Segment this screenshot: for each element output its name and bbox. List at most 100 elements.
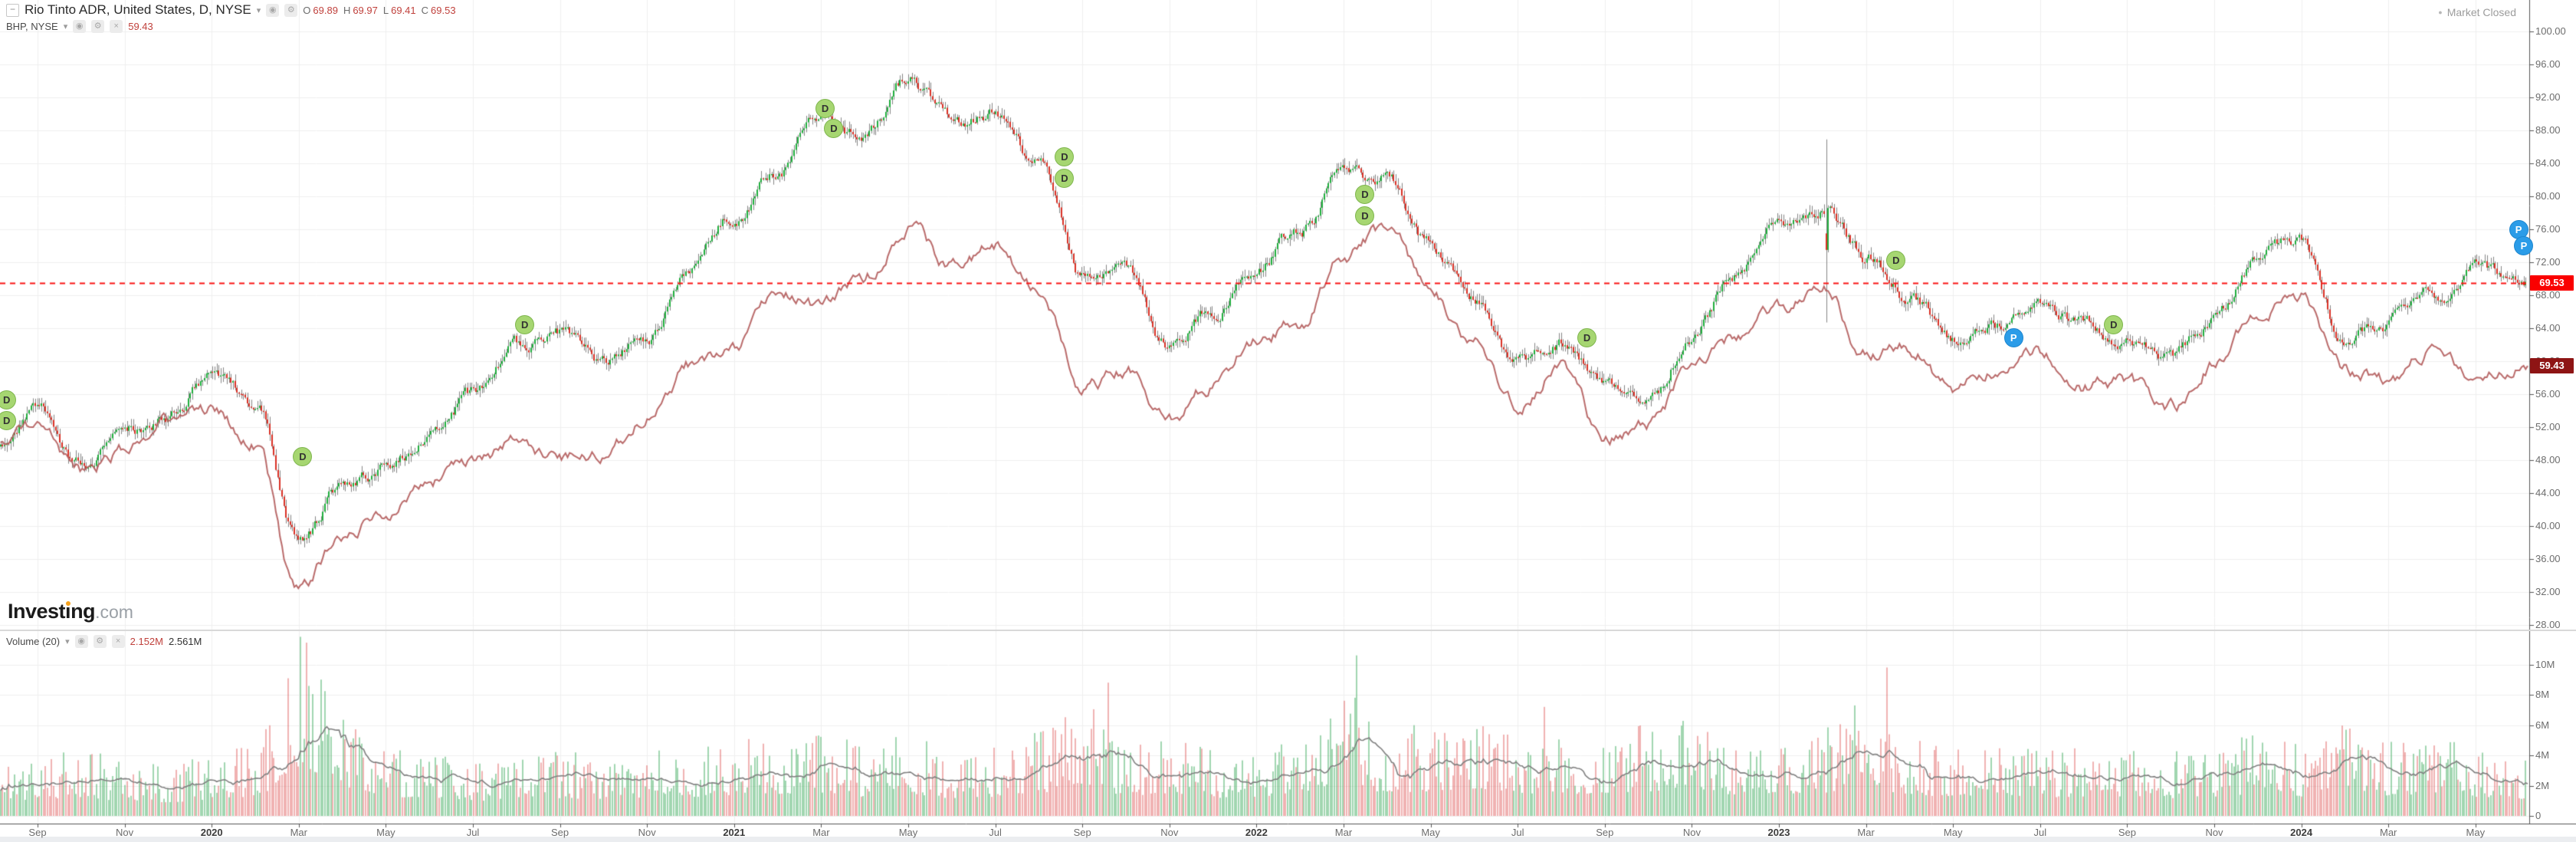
compare-symbol-title[interactable]: BHP, NYSE xyxy=(6,21,58,32)
time-axis-tick: Nov xyxy=(2205,827,2223,838)
price-axis-tick: 80.00 xyxy=(2535,190,2561,202)
chevron-down-icon[interactable]: ▾ xyxy=(65,637,70,646)
low-value: 69.41 xyxy=(391,4,416,16)
time-axis-tick: Sep xyxy=(551,827,569,838)
time-axis-tick: Mar xyxy=(290,827,307,838)
time-axis-year-tick: 2024 xyxy=(2290,827,2313,838)
price-axis-tick: 52.00 xyxy=(2535,421,2561,433)
time-axis-tick: Jul xyxy=(989,827,1002,838)
compare-legend-row: BHP, NYSE ▾ ◉ ⚙ × 59.43 xyxy=(6,20,153,33)
price-axis-tick: 96.00 xyxy=(2535,58,2561,70)
last-price-label: 69.53 xyxy=(2530,275,2574,291)
price-axis-tick: 40.00 xyxy=(2535,520,2561,531)
dividend-marker[interactable]: D xyxy=(515,314,535,334)
volume-study-title[interactable]: Volume (20) xyxy=(6,636,61,647)
price-axis-tick: 92.00 xyxy=(2535,91,2561,103)
dividend-marker[interactable]: D xyxy=(1886,250,1906,270)
time-axis-year-tick: 2022 xyxy=(1245,827,1268,838)
time-axis-year-tick: 2020 xyxy=(200,827,223,838)
time-axis-tick: May xyxy=(2466,827,2486,838)
low-pair: L 69.41 xyxy=(383,5,416,16)
symbol-legend-row: − Rio Tinto ADR, United States, D, NYSE … xyxy=(6,2,456,18)
visibility-icon[interactable]: ◉ xyxy=(266,3,280,17)
open-pair: O 69.89 xyxy=(303,5,338,16)
time-axis-tick: Nov xyxy=(116,827,134,838)
settings-icon[interactable]: ⚙ xyxy=(91,20,105,33)
volume-axis-tick: 2M xyxy=(2535,779,2550,791)
dividend-marker[interactable]: D xyxy=(1577,327,1597,347)
dividend-marker[interactable]: D xyxy=(1355,184,1375,204)
event-marker[interactable]: P xyxy=(2003,327,2023,347)
high-label: H xyxy=(343,4,351,16)
chevron-down-icon[interactable]: ▾ xyxy=(63,22,68,31)
dividend-marker[interactable]: D xyxy=(0,390,17,409)
volume-axis-tick: 4M xyxy=(2535,749,2550,761)
time-axis-tick: Nov xyxy=(1682,827,1701,838)
watermark-tld: .com xyxy=(95,602,133,622)
close-pair: C 69.53 xyxy=(422,5,456,16)
price-axis-tick: 48.00 xyxy=(2535,454,2561,465)
compare-price-label: 59.43 xyxy=(2530,358,2574,374)
dividend-marker[interactable]: D xyxy=(824,118,844,138)
event-marker[interactable]: P xyxy=(2514,235,2534,255)
close-label: C xyxy=(421,4,429,16)
close-icon[interactable]: × xyxy=(110,20,123,33)
dividend-marker[interactable]: D xyxy=(1055,169,1075,189)
price-axis-tick: 36.00 xyxy=(2535,553,2561,564)
time-axis-year-tick: 2021 xyxy=(723,827,746,838)
price-axis-tick: 84.00 xyxy=(2535,157,2561,169)
high-pair: H 69.97 xyxy=(343,5,378,16)
time-axis-tick: Sep xyxy=(28,827,47,838)
dividend-marker[interactable]: D xyxy=(1355,206,1375,225)
time-axis-tick: May xyxy=(1943,827,1963,838)
settings-icon[interactable]: ⚙ xyxy=(93,635,107,648)
time-axis-tick: Mar xyxy=(2379,827,2397,838)
time-axis-tick: Sep xyxy=(1073,827,1091,838)
visibility-icon[interactable]: ◉ xyxy=(73,20,87,33)
collapse-legend-icon[interactable]: − xyxy=(6,3,19,17)
time-axis-tick: Sep xyxy=(2118,827,2136,838)
price-axis-tick: 72.00 xyxy=(2535,256,2561,268)
volume-average-value: 2.561M xyxy=(169,636,202,647)
close-value: 69.53 xyxy=(431,4,456,16)
time-axis-tick: Nov xyxy=(638,827,656,838)
volume-axis-tick: 8M xyxy=(2535,689,2550,700)
price-axis-tick: 56.00 xyxy=(2535,388,2561,400)
investing-com-watermark: Investıng.com xyxy=(8,600,133,623)
time-axis-tick: Sep xyxy=(1596,827,1614,838)
time-axis-tick: Jul xyxy=(466,827,480,838)
time-axis-year-tick: 2023 xyxy=(1767,827,1790,838)
dividend-marker[interactable]: D xyxy=(2104,314,2124,334)
price-axis-tick: 88.00 xyxy=(2535,124,2561,136)
market-status-label: Market Closed xyxy=(2446,6,2516,18)
watermark-text: ng xyxy=(71,600,96,623)
symbol-title[interactable]: Rio Tinto ADR, United States, D, NYSE xyxy=(25,2,251,17)
time-axis-tick: Jul xyxy=(1511,827,1524,838)
open-label: O xyxy=(303,4,311,16)
dividend-marker[interactable]: D xyxy=(1055,147,1075,167)
volume-axis-tick: 0 xyxy=(2535,810,2542,821)
pane-divider[interactable] xyxy=(0,630,2576,631)
market-status-badge: ● Market Closed xyxy=(2438,6,2516,18)
visibility-icon[interactable]: ◉ xyxy=(74,635,88,648)
high-value: 69.97 xyxy=(353,4,378,16)
dividend-marker[interactable]: D xyxy=(815,99,835,119)
open-value: 69.89 xyxy=(313,4,338,16)
time-axis-tick: Jul xyxy=(2033,827,2047,838)
volume-axis-tick: 10M xyxy=(2535,658,2555,670)
time-axis-tick: May xyxy=(898,827,918,838)
close-icon[interactable]: × xyxy=(111,635,125,648)
chevron-down-icon[interactable]: ▾ xyxy=(256,5,261,15)
low-label: L xyxy=(382,4,389,16)
settings-icon[interactable]: ⚙ xyxy=(284,3,298,17)
dividend-marker[interactable]: D xyxy=(293,446,313,466)
status-dot-icon: ● xyxy=(2438,8,2443,16)
price-axis-tick: 76.00 xyxy=(2535,223,2561,235)
price-axis-tick: 100.00 xyxy=(2535,25,2566,37)
time-axis-tick: Mar xyxy=(1857,827,1875,838)
volume-legend-row: Volume (20) ▾ ◉ ⚙ × 2.152M 2.561M xyxy=(6,635,202,648)
watermark-orange-dot-i: ı xyxy=(65,600,71,623)
time-axis-tick: Nov xyxy=(1160,827,1179,838)
